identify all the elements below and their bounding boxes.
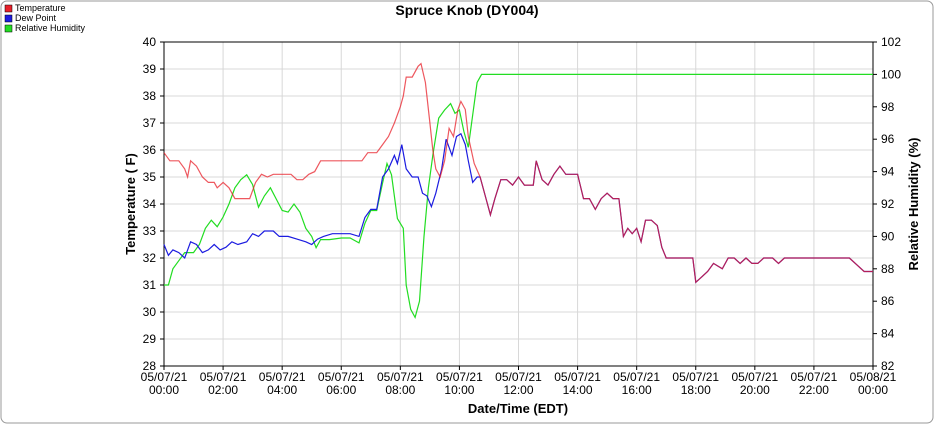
- series-line: [163, 62, 873, 284]
- x-tick-label: 05/08/21 00:00: [850, 370, 897, 397]
- x-tick-label: 05/07/21 22:00: [791, 370, 838, 397]
- x-tick-label: 05/07/21 16:00: [613, 370, 660, 397]
- y-tick-label: 37: [143, 116, 157, 130]
- y2-tick-label: 92: [881, 197, 895, 211]
- y-axis-label: Temperature ( F): [123, 153, 138, 255]
- legend-swatch: [4, 24, 13, 33]
- y2-tick-label: 86: [881, 294, 895, 308]
- y-tick-label: 29: [143, 332, 157, 346]
- y-tick-label: 32: [143, 251, 157, 265]
- y2-tick-label: 82: [881, 359, 895, 373]
- y-tick-label: 30: [143, 305, 157, 319]
- x-tick-label: 05/07/21 12:00: [495, 370, 542, 397]
- y2-tick-label: 102: [881, 35, 901, 49]
- x-tick-label: 05/07/21 10:00: [436, 370, 483, 397]
- x-tick-label: 05/07/21 00:00: [141, 370, 188, 397]
- legend-swatch: [4, 14, 13, 23]
- x-tick-label: 05/07/21 18:00: [672, 370, 719, 397]
- x-tick-label: 05/07/21 02:00: [200, 370, 247, 397]
- y2-tick-label: 90: [881, 229, 895, 243]
- series-line: [164, 73, 873, 320]
- y2-tick-label: 94: [881, 165, 895, 179]
- legend-label: Relative Humidity: [15, 23, 86, 33]
- y-tick-label: 35: [143, 170, 157, 184]
- x-tick-label: 05/07/21 14:00: [554, 370, 601, 397]
- y2-tick-label: 98: [881, 100, 895, 114]
- chart-title: Spruce Knob (DY004): [395, 2, 538, 18]
- y-tick-label: 40: [143, 35, 157, 49]
- x-tick-label: 05/07/21 04:00: [259, 370, 306, 397]
- legend-swatch: [4, 4, 13, 13]
- y2-axis-label: Relative Humidity (%): [906, 138, 921, 271]
- y2-tick-label: 100: [881, 67, 901, 81]
- plot-border: [163, 41, 874, 367]
- y-tick-label: 28: [143, 359, 157, 373]
- y2-tick-label: 88: [881, 262, 895, 276]
- y-tick-label: 34: [143, 197, 157, 211]
- x-tick-label: 05/07/21 08:00: [377, 370, 424, 397]
- y2-tick-label: 84: [881, 327, 895, 341]
- x-tick-label: 05/07/21 20:00: [731, 370, 778, 397]
- y-tick-label: 33: [143, 224, 157, 238]
- legend-label: Dew Point: [15, 13, 57, 23]
- y-tick-label: 39: [143, 62, 157, 76]
- x-tick-label: 05/07/21 06:00: [318, 370, 365, 397]
- y-tick-label: 38: [143, 89, 157, 103]
- y-tick-label: 36: [143, 143, 157, 157]
- legend-label: Temperature: [15, 3, 66, 13]
- y-tick-label: 31: [143, 278, 157, 292]
- y2-tick-label: 96: [881, 132, 895, 146]
- x-axis-label: Date/Time (EDT): [468, 401, 568, 416]
